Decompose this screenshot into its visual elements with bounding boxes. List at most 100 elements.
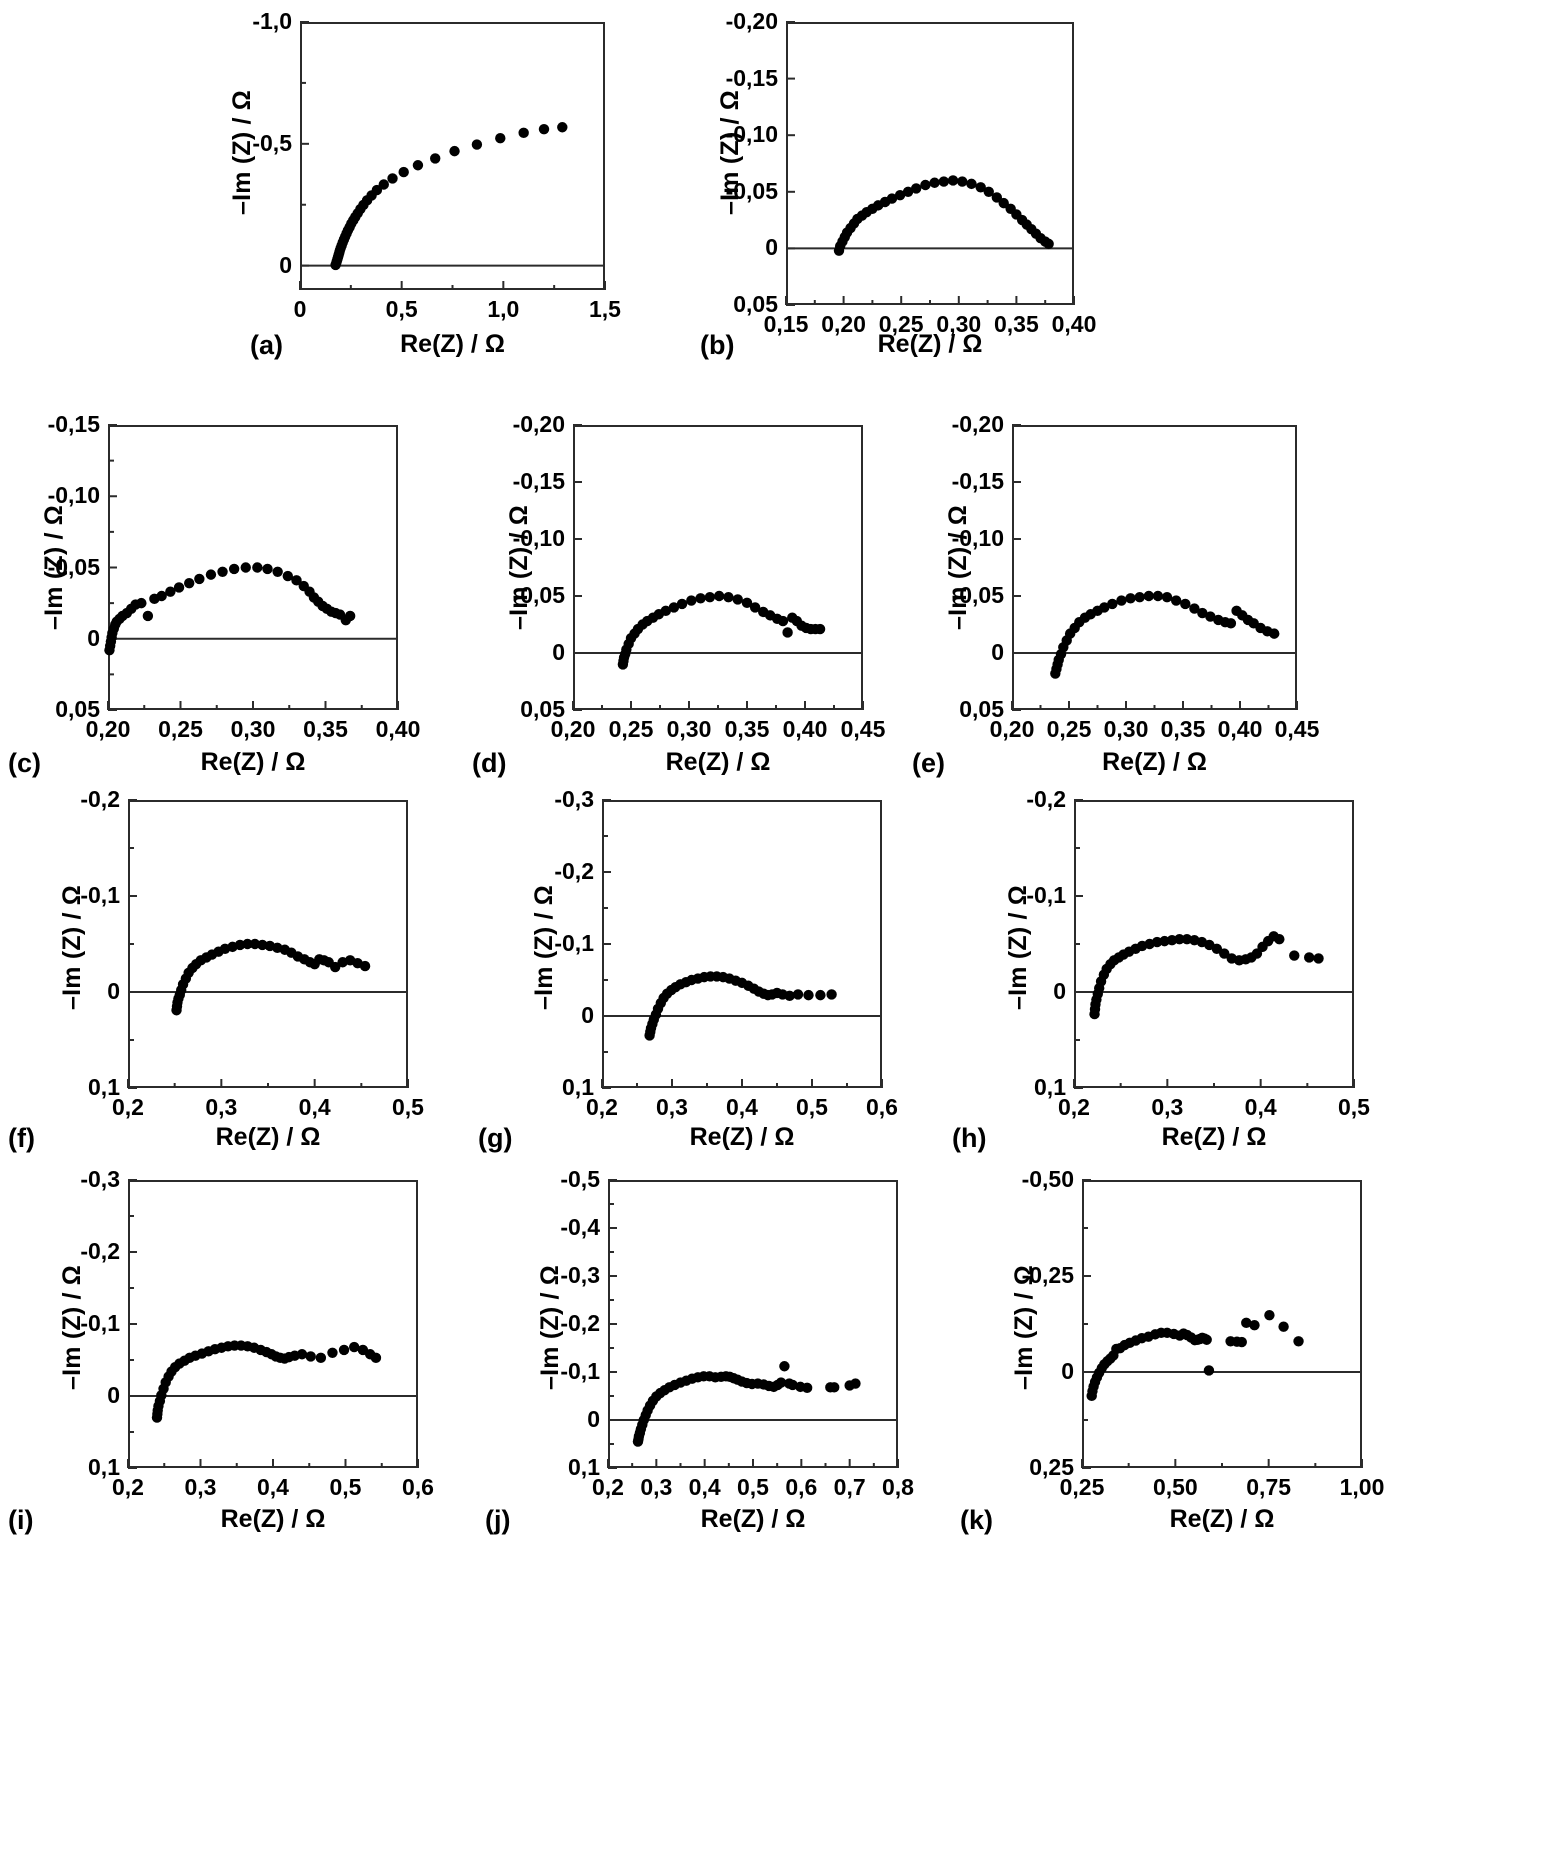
ytick-label-d: -0,10 bbox=[512, 525, 565, 551]
data-series-j bbox=[632, 1361, 861, 1447]
ytick-label-h: -0,2 bbox=[1026, 786, 1066, 812]
ytick-label-g: -0,1 bbox=[554, 930, 594, 956]
ytick-label-j: -0,2 bbox=[560, 1310, 600, 1336]
data-series-g bbox=[644, 971, 837, 1041]
ytick-label-g: -0,3 bbox=[554, 786, 594, 812]
x-axis-label-a: Re(Z) / Ω bbox=[400, 330, 505, 358]
xtick-label-e: 0,35 bbox=[1160, 716, 1206, 742]
ytick-label-d: -0,05 bbox=[512, 582, 565, 608]
xtick-label-b: 0,25 bbox=[878, 311, 924, 337]
xtick-label-j: 0,7 bbox=[833, 1474, 866, 1500]
panel-caption-j: (j) bbox=[485, 1505, 511, 1535]
data-series-h bbox=[1089, 931, 1324, 1020]
xtick-label-c: 0,25 bbox=[158, 716, 203, 742]
ytick-label-d: 0 bbox=[552, 639, 565, 665]
x-axis-label-c: Re(Z) / Ω bbox=[200, 748, 306, 776]
xtick-label-j: 0,2 bbox=[592, 1474, 624, 1500]
ytick-label-d: -0,20 bbox=[512, 411, 565, 437]
xtick-label-j: 0,4 bbox=[688, 1474, 721, 1500]
ytick-label-h: 0 bbox=[1053, 978, 1066, 1004]
plot-frame-b bbox=[786, 22, 1074, 305]
xtick-label-j: 0,3 bbox=[640, 1474, 673, 1500]
xtick-label-a: 1,5 bbox=[589, 296, 621, 322]
data-series-e bbox=[1050, 590, 1280, 679]
xtick-label-c: 0,35 bbox=[303, 716, 348, 742]
ytick-label-j: -0,4 bbox=[560, 1214, 600, 1240]
ytick-label-f: 0,1 bbox=[88, 1074, 120, 1100]
xtick-label-c: 0,20 bbox=[85, 716, 131, 742]
ytick-label-i: -0,1 bbox=[80, 1310, 120, 1336]
plot-frame-a bbox=[300, 22, 605, 290]
panel-caption-h: (h) bbox=[952, 1123, 987, 1153]
ytick-label-b: 0,05 bbox=[733, 291, 778, 317]
xtick-label-k: 0,50 bbox=[1152, 1474, 1198, 1500]
ytick-label-j: -0,3 bbox=[560, 1262, 600, 1288]
ytick-label-h: -0,1 bbox=[1026, 882, 1066, 908]
xtick-label-e: 0,40 bbox=[1217, 716, 1263, 742]
xtick-label-g: 0,4 bbox=[726, 1094, 758, 1120]
xtick-label-f: 0,4 bbox=[298, 1094, 331, 1120]
xtick-label-j: 0,5 bbox=[737, 1474, 769, 1500]
data-series-c bbox=[104, 562, 356, 656]
x-axis-label-f: Re(Z) / Ω bbox=[215, 1123, 321, 1151]
xtick-label-i: 0,6 bbox=[402, 1474, 434, 1500]
panel-caption-a: (a) bbox=[250, 330, 283, 360]
ytick-label-e: -0,10 bbox=[951, 525, 1004, 551]
ytick-label-j: -0,5 bbox=[560, 1166, 600, 1192]
xtick-label-g: 0,5 bbox=[796, 1094, 828, 1120]
xtick-label-e: 0,30 bbox=[1103, 716, 1149, 742]
xtick-label-i: 0,5 bbox=[329, 1474, 362, 1500]
ytick-label-e: -0,20 bbox=[951, 411, 1004, 437]
panel-caption-c: (c) bbox=[8, 748, 41, 778]
xtick-label-h: 0,4 bbox=[1244, 1094, 1277, 1120]
data-series-b bbox=[833, 175, 1054, 256]
xtick-label-a: 1,0 bbox=[487, 296, 520, 322]
ytick-label-i: -0,3 bbox=[80, 1166, 120, 1192]
xtick-label-b: 0,30 bbox=[936, 311, 982, 337]
xtick-label-f: 0,3 bbox=[205, 1094, 238, 1120]
x-axis-label-j: Re(Z) / Ω bbox=[700, 1505, 806, 1533]
ytick-label-e: -0,15 bbox=[951, 468, 1004, 494]
xtick-label-f: 0,2 bbox=[112, 1094, 144, 1120]
xtick-label-i: 0,3 bbox=[184, 1474, 217, 1500]
xtick-label-g: 0,6 bbox=[866, 1094, 898, 1120]
ytick-label-e: 0,05 bbox=[959, 696, 1004, 722]
ytick-label-e: 0 bbox=[991, 639, 1004, 665]
data-series-d bbox=[617, 590, 826, 670]
xtick-label-e: 0,45 bbox=[1274, 716, 1320, 742]
ytick-label-k: -0,50 bbox=[1021, 1166, 1074, 1192]
plot-frame-i bbox=[128, 1180, 418, 1468]
ytick-label-c: -0,10 bbox=[47, 482, 100, 509]
ytick-label-i: -0,2 bbox=[80, 1238, 120, 1264]
data-series-k bbox=[1086, 1309, 1304, 1402]
ytick-label-c: -0,15 bbox=[47, 411, 100, 437]
xtick-label-g: 0,2 bbox=[586, 1094, 618, 1120]
xtick-label-g: 0,3 bbox=[656, 1094, 688, 1120]
xtick-label-j: 0,8 bbox=[882, 1474, 914, 1500]
xtick-label-e: 0,25 bbox=[1046, 716, 1092, 742]
x-axis-label-i: Re(Z) / Ω bbox=[220, 1505, 326, 1533]
x-axis-label-e: Re(Z) / Ω bbox=[1102, 748, 1207, 776]
data-series-i bbox=[151, 1340, 382, 1423]
ytick-label-a: 0 bbox=[279, 251, 292, 278]
ytick-label-h: 0,1 bbox=[1034, 1074, 1066, 1100]
ytick-label-j: 0,1 bbox=[568, 1454, 600, 1480]
xtick-label-d: 0,25 bbox=[608, 716, 654, 742]
panel-caption-d: (d) bbox=[472, 748, 507, 778]
y-axis-label-k: –Im (Z) / Ω bbox=[1010, 1264, 1038, 1390]
xtick-label-k: 0,75 bbox=[1246, 1474, 1292, 1500]
ytick-label-c: 0 bbox=[87, 624, 100, 651]
